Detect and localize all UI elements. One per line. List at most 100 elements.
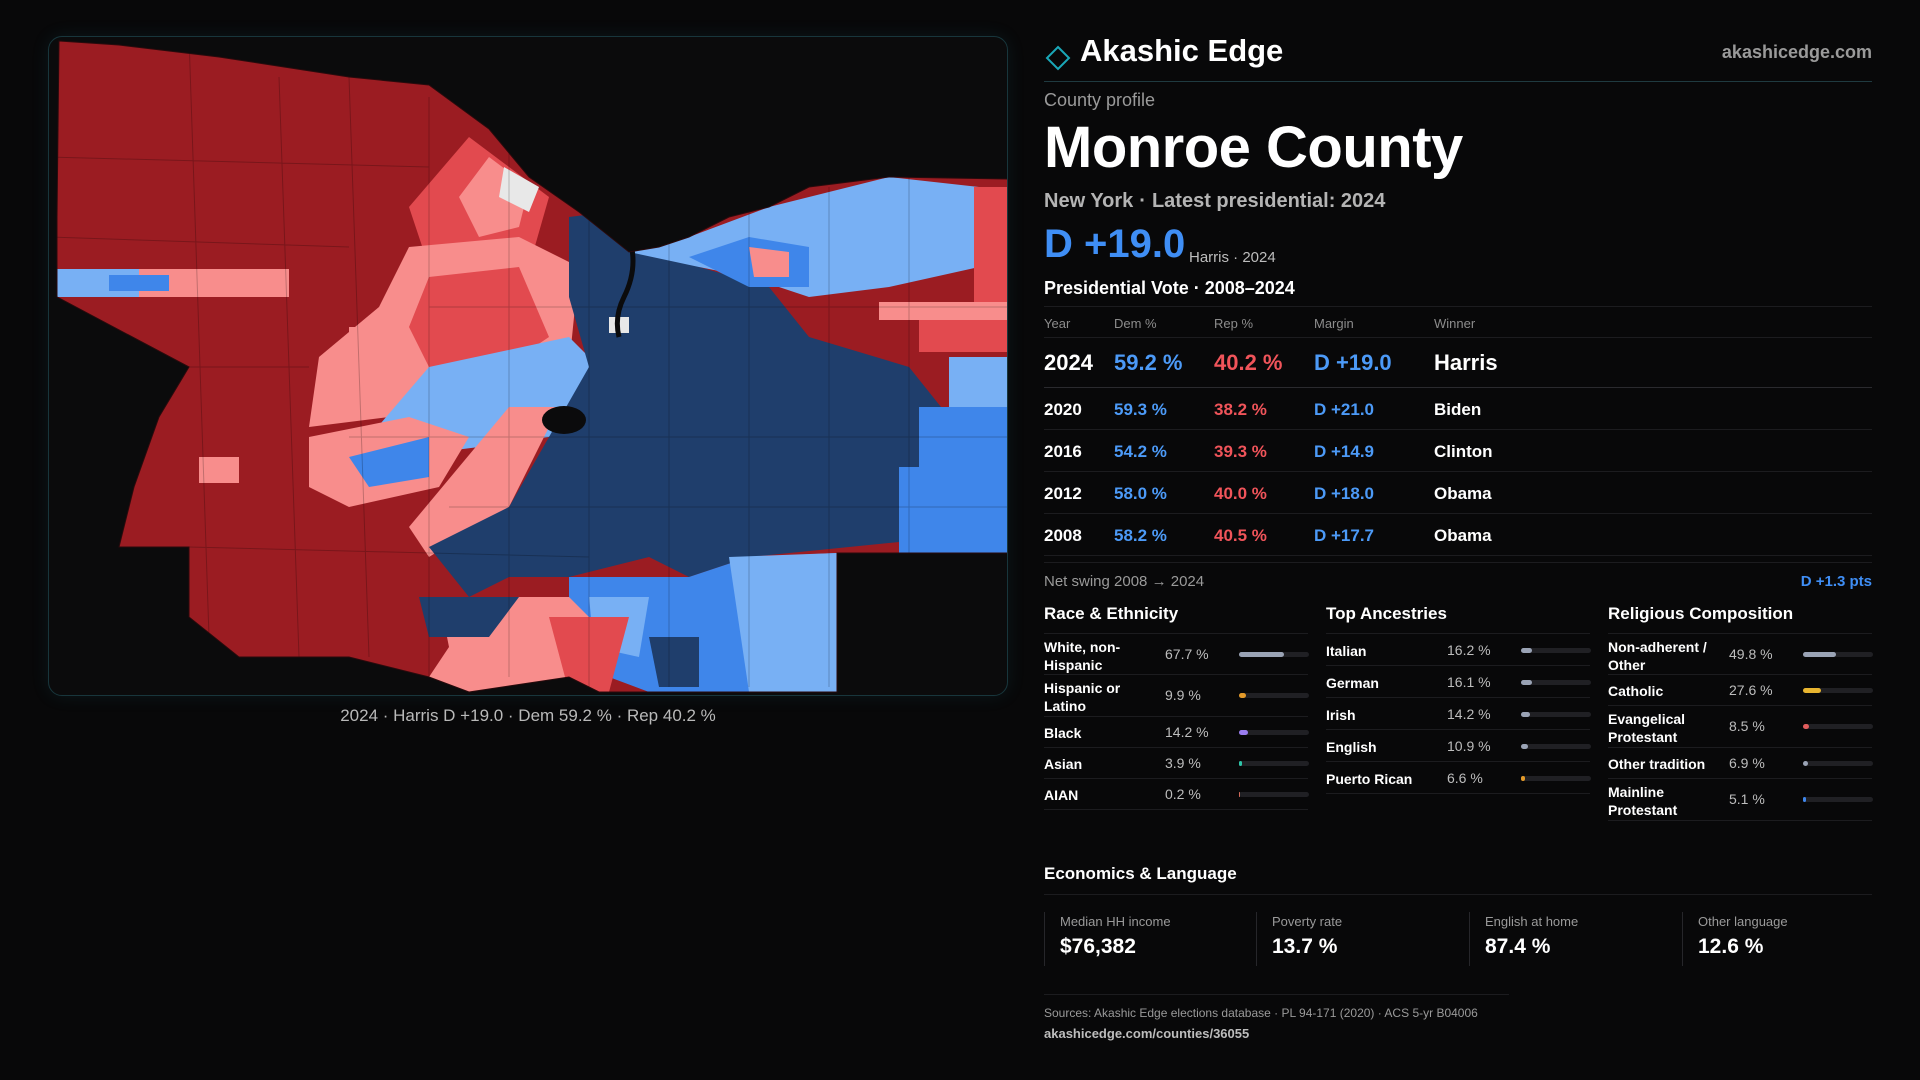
bar-fill	[1521, 648, 1532, 653]
list-item: Non-adherent / Other 49.8 %	[1608, 634, 1873, 675]
item-pct: 49.8 %	[1729, 646, 1773, 662]
bar-fill	[1521, 712, 1531, 717]
race-ethnicity-section: Race & Ethnicity White, non-Hispanic 67.…	[1044, 600, 1309, 810]
bar-track	[1239, 652, 1309, 657]
cell-margin: D +19.0	[1314, 350, 1392, 375]
latest-margin-note: Harris · 2024	[1189, 249, 1276, 266]
cell-dem: 59.2 %	[1114, 350, 1183, 375]
genesee-river	[614, 236, 636, 338]
cell-year: 2016	[1044, 442, 1082, 461]
bar-fill	[1239, 652, 1285, 657]
item-pct: 16.1 %	[1447, 674, 1491, 690]
precinct-choropleth-map[interactable]	[49, 37, 1008, 696]
cell-dem: 58.0 %	[1114, 484, 1167, 503]
bar-track	[1239, 693, 1309, 698]
map-region-perinton	[949, 357, 1007, 407]
list-item: Other tradition 6.9 %	[1608, 748, 1873, 779]
item-pct: 67.7 %	[1165, 646, 1209, 662]
item-label: Puerto Rican	[1326, 771, 1413, 787]
stat-other-language: Other language 12.6 %	[1682, 912, 1862, 966]
brand-url-link[interactable]: akashicedge.com	[1721, 42, 1872, 62]
map-region-tossup	[499, 167, 539, 212]
cell-dem: 58.2 %	[1114, 526, 1167, 545]
map-region-chili-south	[549, 617, 629, 692]
bar-fill	[1239, 761, 1242, 766]
permalink-link[interactable]: akashicedge.com/counties/36055	[1044, 1026, 1250, 1041]
list-item: Mainline Protestant 5.1 %	[1608, 779, 1873, 821]
stat-value: 12.6 %	[1698, 935, 1764, 958]
map-region-henrietta-core	[649, 637, 699, 687]
bar-fill	[1521, 776, 1526, 781]
map-region-rush	[729, 553, 837, 692]
item-label: Evangelical Protestant	[1608, 711, 1686, 745]
presidential-vote-table: Year Dem % Rep % Margin Winner 2024 59.2…	[1044, 306, 1872, 556]
item-pct: 0.2 %	[1165, 786, 1201, 802]
swing-label: Net swing 2008 → 2024	[1044, 573, 1205, 590]
stat-value: $76,382	[1060, 935, 1136, 958]
county-map-panel[interactable]	[48, 36, 1008, 696]
item-label: Other tradition	[1608, 756, 1706, 772]
map-region-gates-dem	[349, 437, 429, 487]
bar-fill	[1239, 693, 1246, 698]
county-profile-panel: Akashic Edge akashicedge.com County prof…	[1044, 0, 1873, 1080]
col-rep: Rep %	[1214, 316, 1254, 331]
item-label: Black	[1044, 725, 1082, 741]
item-pct: 10.9 %	[1447, 738, 1491, 754]
table-row: 2020 59.3 % 38.2 % D +21.0 Biden	[1044, 388, 1872, 430]
list-item: German 16.1 %	[1326, 666, 1591, 698]
cell-winner: Obama	[1434, 526, 1492, 545]
bar-track	[1803, 797, 1873, 802]
race-title: Race & Ethnicity	[1044, 600, 1308, 634]
stat-value: 13.7 %	[1272, 935, 1338, 958]
item-label: AIAN	[1044, 787, 1079, 803]
latest-margin: D +19.0	[1044, 222, 1186, 266]
cell-year: 2012	[1044, 484, 1082, 503]
item-label: Non-adherent / Other	[1608, 639, 1707, 673]
bar-fill	[1521, 680, 1532, 685]
net-swing-row: Net swing 2008 → 2024 D +1.3 pts	[1044, 562, 1872, 592]
list-item: Italian 16.2 %	[1326, 634, 1591, 666]
map-region-sw-lean	[409, 407, 559, 557]
cell-winner: Clinton	[1434, 442, 1493, 461]
table-row: 2016 54.2 % 39.3 % D +14.9 Clinton	[1044, 430, 1872, 472]
item-label: Asian	[1044, 756, 1083, 772]
item-pct: 14.2 %	[1447, 706, 1491, 722]
map-region-webster-east	[974, 187, 1007, 302]
cell-dem: 59.3 %	[1114, 400, 1167, 419]
map-region-chili-dem	[419, 597, 519, 637]
cell-margin: D +21.0	[1314, 400, 1375, 419]
bar-track	[1803, 761, 1873, 766]
item-label: German	[1326, 675, 1379, 691]
bar-track	[1239, 730, 1309, 735]
table-row: 2012 58.0 % 40.0 % D +18.0 Obama	[1044, 472, 1872, 514]
stat-label: Median HH income	[1060, 914, 1171, 929]
list-item: AIAN 0.2 %	[1044, 779, 1309, 810]
map-region-east-lean-rep	[749, 247, 789, 277]
cell-rep: 40.5 %	[1214, 526, 1267, 545]
county-subline: New York · Latest presidential: 2024	[1044, 190, 1386, 212]
cell-rep: 39.3 %	[1214, 442, 1267, 461]
item-label: Hispanic or Latino	[1044, 680, 1121, 714]
map-region-penfield-lean	[879, 302, 1007, 320]
item-pct: 6.6 %	[1447, 770, 1483, 786]
item-pct: 27.6 %	[1729, 682, 1773, 698]
item-label: Italian	[1326, 643, 1367, 659]
list-item: Black 14.2 %	[1044, 717, 1309, 748]
vote-table-title: Presidential Vote · 2008–2024	[1044, 278, 1295, 298]
bar-track	[1803, 724, 1873, 729]
county-outline	[56, 40, 1007, 693]
item-label: English	[1326, 739, 1377, 755]
item-label: White, non-Hispanic	[1044, 639, 1121, 673]
sources-note: Sources: Akashic Edge elections database…	[1044, 1006, 1478, 1020]
latest-election: Latest presidential: 2024	[1151, 190, 1386, 212]
religion-section: Religious Composition Non-adherent / Oth…	[1608, 600, 1873, 821]
item-label: Mainline Protestant	[1608, 784, 1678, 818]
map-region-mendon-north	[899, 467, 1007, 553]
stat-label: English at home	[1485, 914, 1579, 929]
item-pct: 16.2 %	[1447, 642, 1491, 658]
cell-winner: Obama	[1434, 484, 1492, 503]
bar-fill	[1803, 797, 1807, 802]
item-pct: 3.9 %	[1165, 755, 1201, 771]
bar-fill	[1239, 730, 1249, 735]
cell-year: 2020	[1044, 400, 1082, 419]
